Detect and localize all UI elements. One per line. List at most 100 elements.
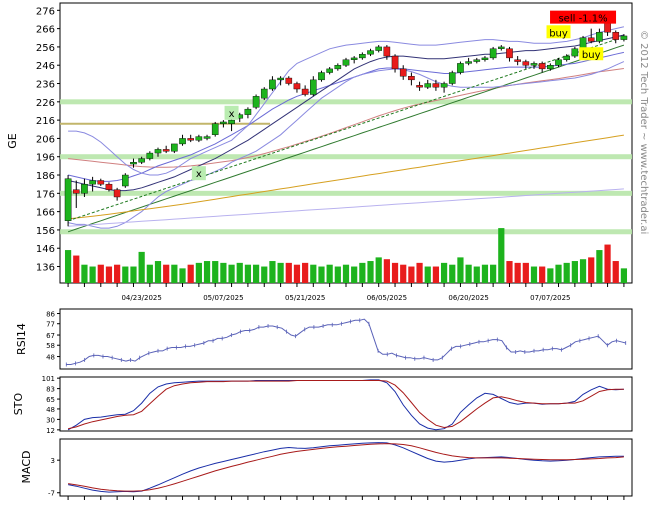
- volume-bar: [440, 262, 448, 283]
- volume-bar: [130, 266, 137, 283]
- candle-body: [146, 152, 154, 159]
- candle-body: [244, 108, 252, 115]
- price-axis-label: GE: [6, 133, 19, 149]
- candle-body: [350, 57, 358, 60]
- candle-body: [171, 143, 178, 152]
- macd-line: [68, 442, 624, 493]
- y-tick-label: 48: [46, 406, 55, 414]
- y-tick-label: 48: [46, 354, 55, 362]
- volume-bar: [203, 261, 211, 283]
- volume-bar: [351, 266, 358, 283]
- volume-bar: [334, 266, 341, 283]
- volume-bar: [212, 261, 219, 283]
- candle-body: [130, 162, 137, 165]
- volume-bar: [318, 266, 325, 283]
- y-tick-label: 101: [42, 375, 55, 383]
- volume-bar: [490, 264, 497, 283]
- y-tick-label: 67: [46, 332, 55, 340]
- candle-body: [506, 48, 513, 59]
- candle-body: [448, 72, 456, 84]
- volume-bar: [408, 266, 415, 283]
- candle-body: [399, 68, 407, 77]
- candle-body: [571, 48, 579, 57]
- rsi-axis-label: RSI14: [15, 323, 28, 355]
- marker-label: x: [196, 169, 202, 180]
- candle-body: [326, 68, 333, 73]
- volume-bar: [122, 266, 129, 283]
- y-tick-label: 65: [46, 396, 55, 404]
- candle-body: [293, 83, 301, 90]
- candle-body: [138, 158, 145, 163]
- volume-bar: [359, 262, 366, 283]
- candle-body: [285, 77, 293, 84]
- y-tick-label: 176: [36, 189, 55, 200]
- support-line: [60, 190, 632, 196]
- candle-body: [260, 88, 268, 99]
- volume-bar: [465, 264, 472, 283]
- candle-body: [408, 76, 415, 81]
- candle-body: [563, 55, 571, 60]
- y-tick-label: 156: [36, 226, 55, 237]
- volume-bar: [563, 262, 570, 283]
- candle-body: [105, 183, 113, 190]
- signal-label: buy: [582, 50, 601, 61]
- candle-body: [179, 138, 186, 145]
- y-tick-label: 206: [36, 134, 55, 145]
- volume-bar: [506, 261, 513, 283]
- candle-body: [489, 48, 497, 59]
- y-tick-label: 58: [46, 342, 55, 350]
- candle-body: [367, 50, 374, 55]
- signal-badge: [546, 25, 571, 39]
- volume-bar: [375, 257, 382, 283]
- candle-body: [457, 63, 464, 73]
- sto-panel-frame: [59, 376, 633, 432]
- y-tick-label: 136: [36, 263, 55, 274]
- candle-body: [620, 35, 628, 40]
- candle-body: [318, 72, 325, 81]
- volume-bar: [383, 259, 390, 283]
- candle-body: [530, 63, 538, 66]
- y-tick-label: 216: [36, 116, 55, 127]
- candle-body: [432, 83, 440, 88]
- volume-bar: [97, 264, 104, 283]
- candle-body: [612, 32, 620, 40]
- signal-label: buy: [549, 28, 568, 39]
- candle-body: [309, 79, 317, 95]
- volume-bar: [326, 264, 333, 283]
- candle-body: [587, 37, 595, 42]
- volume-bar: [220, 262, 227, 283]
- candle-body: [211, 123, 219, 135]
- y-tick-label: 246: [36, 61, 55, 72]
- y-tick-label: 256: [36, 43, 55, 54]
- candle-body: [228, 119, 235, 124]
- ma-green-line: [67, 44, 625, 233]
- volume-bar: [473, 266, 480, 283]
- candle-body: [187, 138, 195, 141]
- volume-bar: [391, 262, 399, 283]
- x-tick-label: 05/07/2025: [203, 294, 243, 302]
- volume-bar: [261, 266, 268, 283]
- volume-bar: [179, 268, 186, 283]
- y-tick-label: 77: [46, 321, 55, 329]
- volume-bar: [457, 257, 464, 283]
- volume-bar: [252, 264, 260, 283]
- volume-bar: [105, 266, 113, 283]
- rsi-panel-frame: [59, 308, 633, 370]
- candle-body: [440, 83, 448, 88]
- volume-bar: [400, 264, 407, 283]
- macd-signal-line: [68, 443, 624, 492]
- candle-body: [203, 136, 211, 139]
- volume-bar: [163, 264, 170, 283]
- rsi-line: [66, 318, 626, 365]
- candle-body: [497, 46, 505, 49]
- volume-bar: [367, 261, 374, 283]
- y-tick-label: 146: [36, 244, 55, 255]
- candle-body: [383, 46, 391, 57]
- volume-bar: [171, 264, 178, 283]
- volume-bar: [449, 264, 456, 283]
- marker-box: [224, 105, 239, 120]
- volume-bar: [620, 268, 628, 283]
